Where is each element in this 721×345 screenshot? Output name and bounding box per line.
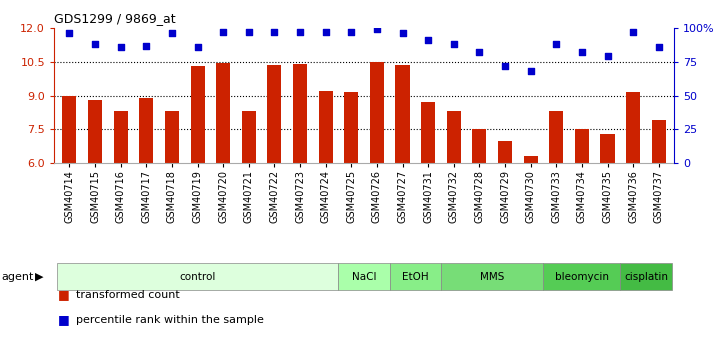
Point	[576, 50, 588, 55]
Point	[602, 53, 614, 59]
Point	[397, 31, 408, 36]
Point	[551, 41, 562, 47]
Point	[423, 37, 434, 43]
Point	[166, 31, 177, 36]
Bar	[338, 263, 390, 290]
Bar	[190, 66, 205, 163]
Bar	[216, 63, 230, 163]
Point	[345, 29, 357, 35]
Text: ■: ■	[58, 314, 69, 326]
Point	[448, 41, 459, 47]
Point	[474, 50, 485, 55]
Text: ▶: ▶	[35, 272, 43, 282]
Bar	[601, 134, 614, 163]
Point	[294, 29, 306, 35]
Point	[653, 44, 665, 50]
Point	[499, 63, 510, 69]
Text: cisplatin: cisplatin	[624, 272, 668, 282]
Bar	[319, 91, 332, 163]
Bar	[447, 111, 461, 163]
Bar	[421, 102, 435, 163]
Bar	[293, 64, 307, 163]
Point	[115, 44, 126, 50]
Text: transformed count: transformed count	[76, 290, 180, 300]
Text: agent: agent	[1, 272, 34, 282]
Bar	[652, 120, 665, 163]
Point	[141, 43, 152, 48]
Bar	[370, 62, 384, 163]
Bar	[523, 156, 538, 163]
Bar	[57, 263, 338, 290]
Bar	[575, 129, 589, 163]
Bar	[267, 65, 281, 163]
Text: NaCl: NaCl	[352, 272, 376, 282]
Text: EtOH: EtOH	[402, 272, 429, 282]
Text: MMS: MMS	[480, 272, 505, 282]
Text: control: control	[180, 272, 216, 282]
Point	[627, 29, 639, 35]
Bar	[390, 263, 441, 290]
Point	[269, 29, 280, 35]
Bar	[498, 140, 512, 163]
Bar	[549, 111, 563, 163]
Text: ■: ■	[58, 288, 69, 302]
Bar	[626, 92, 640, 163]
Bar	[165, 111, 179, 163]
Bar	[620, 263, 671, 290]
Point	[192, 44, 203, 50]
Point	[243, 29, 255, 35]
Bar	[472, 129, 487, 163]
Bar	[242, 111, 256, 163]
Text: percentile rank within the sample: percentile rank within the sample	[76, 315, 264, 325]
Point	[371, 27, 383, 32]
Text: bleomycin: bleomycin	[555, 272, 609, 282]
Bar	[441, 263, 544, 290]
Point	[63, 31, 75, 36]
Bar	[396, 65, 410, 163]
Text: GDS1299 / 9869_at: GDS1299 / 9869_at	[54, 12, 176, 26]
Bar	[88, 100, 102, 163]
Point	[218, 29, 229, 35]
Point	[89, 41, 101, 47]
Bar	[114, 111, 128, 163]
Point	[525, 68, 536, 74]
Bar	[139, 98, 154, 163]
Bar	[544, 263, 620, 290]
Bar	[63, 96, 76, 163]
Point	[320, 29, 332, 35]
Bar	[344, 92, 358, 163]
